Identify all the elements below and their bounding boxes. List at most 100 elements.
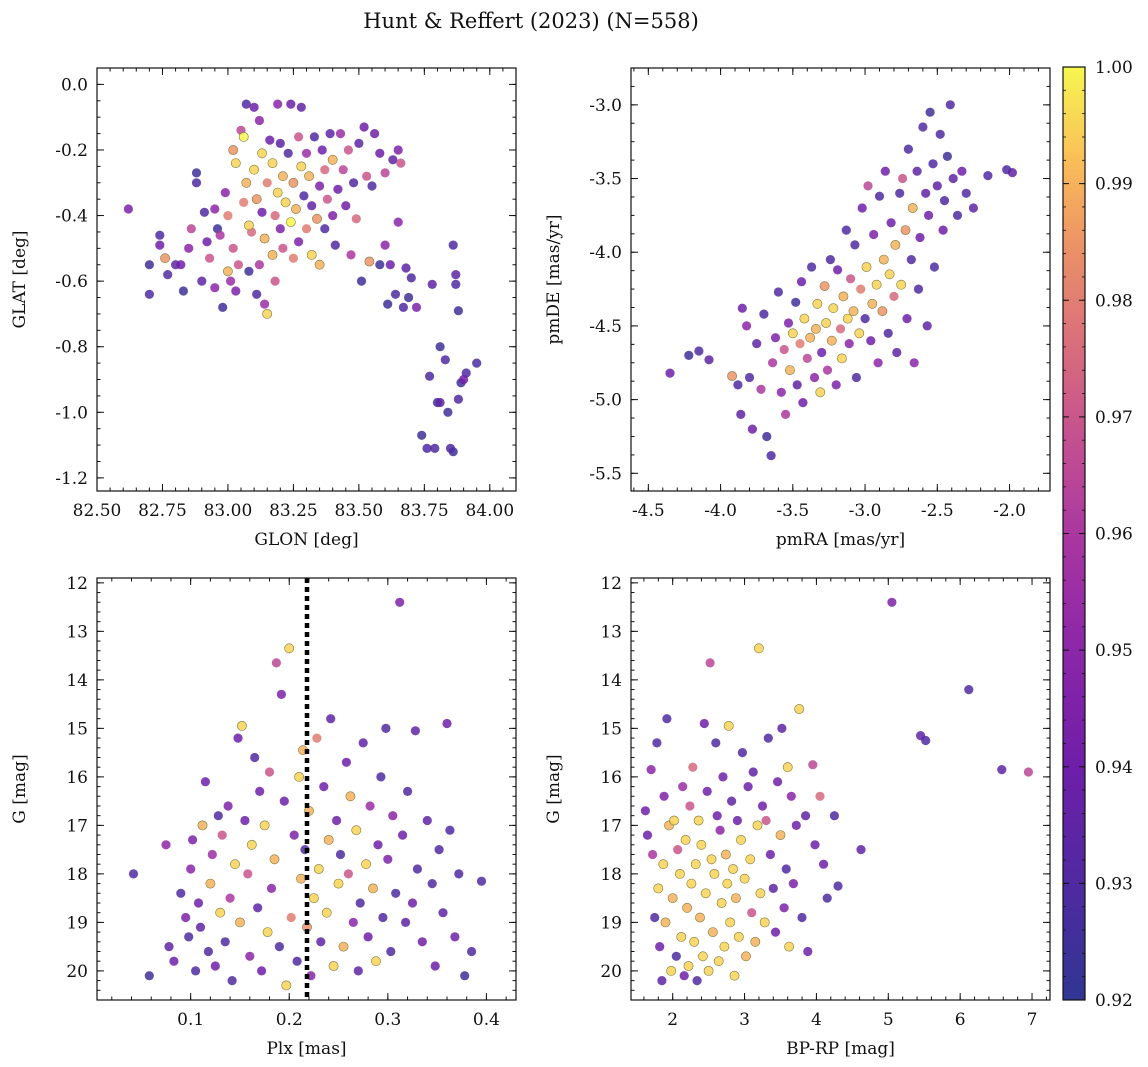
data-point [383, 854, 393, 864]
data-point [354, 138, 364, 148]
data-point [857, 203, 867, 213]
data-point [744, 372, 755, 383]
data-point [238, 131, 249, 142]
data-point [877, 306, 888, 317]
points-parallax [128, 597, 487, 991]
data-point [662, 714, 672, 724]
data-point [365, 801, 375, 811]
data-point [715, 825, 725, 835]
data-point [430, 443, 440, 453]
data-point [702, 786, 712, 797]
x-tick-label: -3.5 [776, 501, 809, 521]
data-point [304, 171, 314, 182]
data-point [781, 409, 791, 419]
data-point [705, 658, 715, 668]
data-point [729, 970, 740, 981]
y-tick-label: -5.5 [589, 464, 622, 484]
plot-frame [630, 577, 1051, 1001]
data-point [869, 229, 879, 240]
data-point [440, 355, 450, 365]
data-point [712, 811, 722, 821]
y-tick-label: 20 [66, 962, 88, 982]
data-point [783, 318, 794, 328]
data-point [698, 951, 708, 962]
data-point [850, 240, 860, 250]
x-tick-label: 82.75 [138, 501, 187, 521]
data-point [280, 197, 291, 208]
data-point [269, 854, 280, 865]
data-point [678, 782, 688, 792]
data-point [351, 214, 361, 224]
data-point [916, 731, 926, 741]
x-axis-label: GLON [deg] [254, 530, 358, 550]
y-tick-label: -3.5 [589, 170, 622, 190]
data-point [217, 830, 227, 840]
data-point [833, 881, 843, 891]
data-point [921, 188, 931, 198]
x-tick-label: 6 [955, 1010, 966, 1030]
data-point [144, 971, 154, 981]
data-point [851, 372, 862, 383]
data-point [807, 262, 817, 272]
data-point [320, 224, 330, 234]
data-point [815, 791, 825, 801]
y-tick-label: 14 [600, 671, 622, 691]
data-point [815, 387, 826, 398]
x-tick-label: 82.50 [73, 501, 122, 521]
data-point [873, 358, 883, 368]
data-point [407, 898, 418, 908]
data-point [333, 878, 344, 889]
plot-frame [630, 67, 1051, 492]
data-point [673, 845, 683, 855]
data-point [296, 161, 307, 172]
data-point [341, 757, 351, 767]
data-point [684, 350, 694, 360]
data-point [725, 917, 736, 928]
data-point [257, 966, 267, 976]
data-point [243, 869, 253, 879]
y-axis-label: pmDE [mas/yr] [544, 214, 564, 344]
y-tick-label: -4.5 [589, 317, 622, 337]
data-point [299, 191, 309, 201]
data-point [291, 204, 301, 214]
data-point [711, 738, 721, 748]
data-point [733, 932, 744, 942]
data-point [719, 941, 730, 952]
data-point [848, 306, 859, 317]
data-point [197, 276, 207, 286]
x-tick-label: 83.50 [335, 501, 384, 521]
data-point [821, 318, 831, 328]
data-point [213, 811, 223, 821]
figure-title: Hunt & Reffert (2023) (N=558) [363, 9, 699, 33]
data-point [262, 927, 273, 937]
data-point [243, 220, 254, 231]
data-point [391, 888, 401, 898]
data-point [686, 878, 697, 889]
y-tick-label: -0.2 [55, 141, 88, 161]
y-tick-label: 17 [66, 816, 88, 836]
plot-frame [96, 577, 517, 1001]
data-point [825, 255, 836, 265]
data-point [176, 888, 186, 898]
data-point [886, 218, 896, 228]
data-point [983, 171, 993, 181]
x-tick-label: 84.00 [465, 501, 514, 521]
data-point [417, 430, 427, 440]
data-point [890, 239, 901, 250]
data-point [155, 240, 165, 250]
data-point [754, 643, 764, 654]
data-point [251, 194, 262, 205]
data-point [249, 102, 259, 112]
data-point [892, 347, 902, 358]
data-point [155, 230, 165, 240]
data-point [195, 922, 206, 932]
data-point [286, 912, 296, 923]
data-point [690, 859, 701, 870]
data-point [210, 283, 220, 293]
data-point [844, 339, 854, 349]
data-point [747, 424, 758, 434]
data-point [792, 380, 802, 390]
data-point [434, 845, 444, 855]
data-point [430, 961, 440, 971]
